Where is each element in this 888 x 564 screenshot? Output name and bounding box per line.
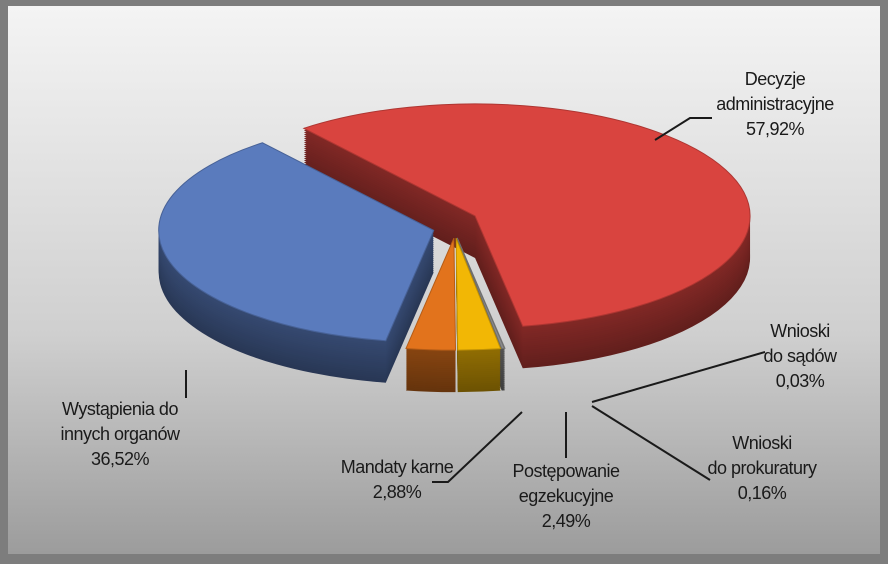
slice-label: innych organów: [60, 424, 181, 444]
leader-line: [591, 405, 711, 481]
slice: [456, 237, 506, 350]
slice: [158, 142, 435, 342]
slice-label: Postępowanie: [512, 461, 620, 481]
slice-label: Wnioski: [732, 433, 792, 453]
value-label: 57,92%: [746, 119, 805, 139]
value-label: 2,49%: [542, 511, 591, 531]
value-label: 0,16%: [738, 483, 787, 503]
slice: [302, 103, 751, 327]
slice-label: egzekucyjne: [519, 486, 614, 506]
value-label: 36,52%: [91, 449, 150, 469]
slice: [405, 237, 457, 351]
slice-label: Decyzje: [745, 69, 806, 89]
leader-line: [591, 351, 766, 403]
leader-line: [654, 117, 712, 141]
slice-label: administracyjne: [716, 94, 834, 114]
slice-label: do sądów: [763, 346, 838, 366]
leader-line: [432, 411, 523, 483]
slice-label: Wnioski: [770, 321, 830, 341]
labels: Decyzje administracyjne 57,92% Wnioski do są…: [60, 69, 838, 531]
pie: [158, 103, 751, 393]
value-label: 2,88%: [373, 482, 422, 502]
value-label: 0,03%: [776, 371, 825, 391]
slice-label: Mandaty karne: [341, 457, 454, 477]
slice-label: do prokuratury: [707, 458, 817, 478]
slice-label: Wystąpienia do: [62, 399, 178, 419]
slice: [455, 237, 502, 351]
